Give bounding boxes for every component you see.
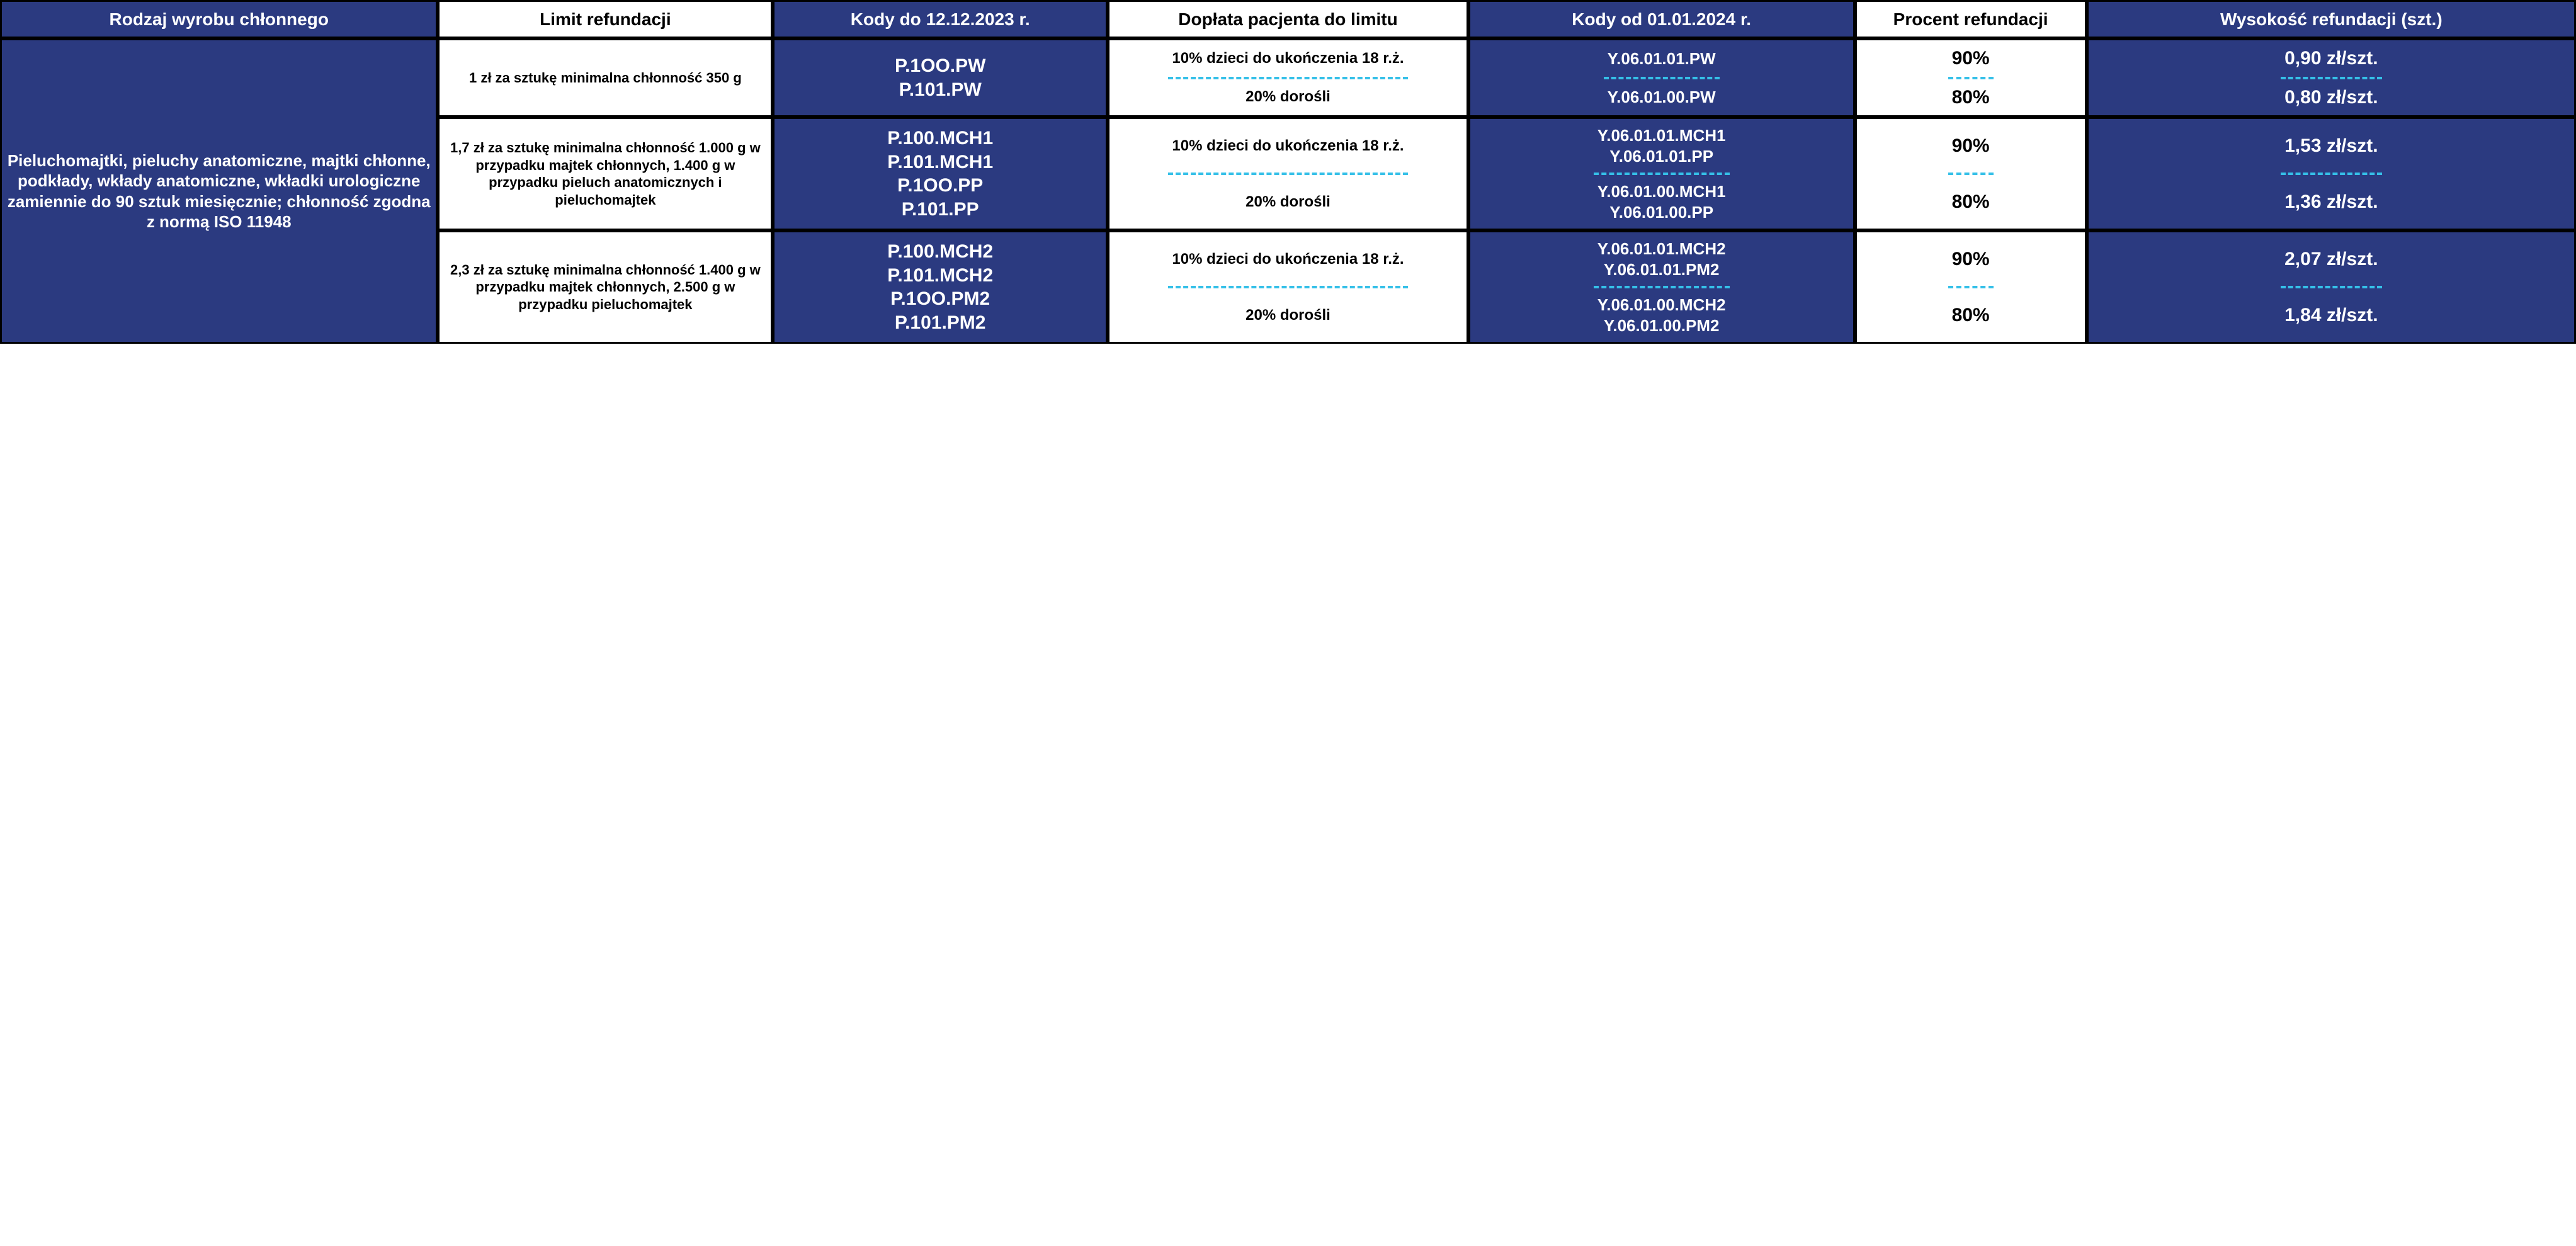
- amount-1-1: 1,36 zł/szt.: [2281, 175, 2381, 229]
- percent-1: 90% 80%: [1855, 117, 2087, 230]
- code-new: Y.06.01.00.PP: [1609, 202, 1713, 223]
- surcharge-2: 10% dzieci do ukończenia 18 r.ż. 20% dor…: [1108, 230, 1468, 344]
- percent-0: 90% 80%: [1855, 38, 2087, 117]
- code-new: Y.06.01.01.PM2: [1604, 259, 1720, 280]
- surcharge-1: 10% dzieci do ukończenia 18 r.ż. 20% dor…: [1108, 117, 1468, 230]
- limit-0: 1 zł za sztukę minimalna chłonność 350 g: [438, 38, 773, 117]
- amount-1: 1,53 zł/szt. 1,36 zł/szt.: [2087, 117, 2576, 230]
- surcharge-1-1: 20% dorośli: [1242, 175, 1334, 229]
- header-codes-until: Kody do 12.12.2023 r.: [773, 0, 1108, 38]
- code-new: Y.06.01.01.PW: [1608, 48, 1716, 69]
- surcharge-0-0: 10% dzieci do ukończenia 18 r.ż.: [1168, 40, 1407, 79]
- surcharge-0: 10% dzieci do ukończenia 18 r.ż. 20% dor…: [1108, 38, 1468, 117]
- code-new: Y.06.01.00.PW: [1608, 87, 1716, 108]
- amount-2-1: 1,84 zł/szt.: [2281, 288, 2381, 342]
- limit-1: 1,7 zł za sztukę minimalna chłonność 1.0…: [438, 117, 773, 230]
- percent-1-0: 90%: [1948, 119, 1994, 175]
- surcharge-2-1: 20% dorośli: [1242, 288, 1334, 342]
- code-old: P.101.PM2: [895, 311, 986, 335]
- amount-2: 2,07 zł/szt. 1,84 zł/szt.: [2087, 230, 2576, 344]
- code-new: Y.06.01.00.MCH1: [1597, 181, 1726, 202]
- header-refund-percent: Procent refundacji: [1855, 0, 2087, 38]
- codes-new-0: Y.06.01.01.PW Y.06.01.00.PW: [1468, 38, 1855, 117]
- surcharge-0-1: 20% dorośli: [1242, 79, 1334, 116]
- code-old: P.100.MCH1: [887, 127, 993, 150]
- codes-new-2: Y.06.01.01.MCH2 Y.06.01.01.PM2 Y.06.01.0…: [1468, 230, 1855, 344]
- code-old: P.101.MCH2: [887, 264, 993, 288]
- header-codes-from: Kody od 01.01.2024 r.: [1468, 0, 1855, 38]
- amount-0: 0,90 zł/szt. 0,80 zł/szt.: [2087, 38, 2576, 117]
- code-new: Y.06.01.00.PM2: [1604, 315, 1720, 336]
- surcharge-2-0: 10% dzieci do ukończenia 18 r.ż.: [1168, 232, 1407, 288]
- surcharge-1-0: 10% dzieci do ukończenia 18 r.ż.: [1168, 119, 1407, 175]
- code-new: Y.06.01.01.MCH2: [1597, 239, 1726, 259]
- codes-old-0: P.1OO.PW P.101.PW: [773, 38, 1108, 117]
- percent-2-0: 90%: [1948, 232, 1994, 288]
- code-new: Y.06.01.01.MCH1: [1597, 125, 1726, 146]
- code-old: P.101.MCH1: [887, 150, 993, 174]
- codes-old-2: P.100.MCH2 P.101.MCH2 P.1OO.PM2 P.101.PM…: [773, 230, 1108, 344]
- code-old: P.1OO.PM2: [890, 287, 990, 311]
- codes-old-1: P.100.MCH1 P.101.MCH1 P.1OO.PP P.101.PP: [773, 117, 1108, 230]
- code-old: P.1OO.PW: [895, 54, 986, 78]
- header-refund-limit: Limit refundacji: [438, 0, 773, 38]
- percent-0-0: 90%: [1948, 40, 1994, 79]
- refund-table: Rodzaj wyrobu chłonnego Limit refundacji…: [0, 0, 2576, 344]
- header-patient-surcharge: Dopłata pacjenta do limitu: [1108, 0, 1468, 38]
- code-old: P.101.PW: [899, 78, 982, 102]
- code-old: P.101.PP: [902, 198, 979, 222]
- percent-2-1: 80%: [1948, 288, 1994, 342]
- code-new: Y.06.01.00.MCH2: [1597, 295, 1726, 315]
- limit-2: 2,3 zł za sztukę minimalna chłonność 1.4…: [438, 230, 773, 344]
- code-old: P.1OO.PP: [897, 174, 983, 198]
- header-refund-amount: Wysokość refundacji (szt.): [2087, 0, 2576, 38]
- percent-2: 90% 80%: [1855, 230, 2087, 344]
- amount-0-1: 0,80 zł/szt.: [2281, 79, 2381, 116]
- percent-0-1: 80%: [1948, 79, 1994, 116]
- amount-1-0: 1,53 zł/szt.: [2281, 119, 2381, 175]
- header-product-type: Rodzaj wyrobu chłonnego: [0, 0, 438, 38]
- amount-0-0: 0,90 zł/szt.: [2281, 40, 2381, 79]
- product-type-cell: Pieluchomajtki, pieluchy anatomiczne, ma…: [0, 38, 438, 344]
- code-old: P.100.MCH2: [887, 240, 993, 264]
- percent-1-1: 80%: [1948, 175, 1994, 229]
- codes-new-1: Y.06.01.01.MCH1 Y.06.01.01.PP Y.06.01.00…: [1468, 117, 1855, 230]
- amount-2-0: 2,07 zł/szt.: [2281, 232, 2381, 288]
- code-new: Y.06.01.01.PP: [1609, 146, 1713, 167]
